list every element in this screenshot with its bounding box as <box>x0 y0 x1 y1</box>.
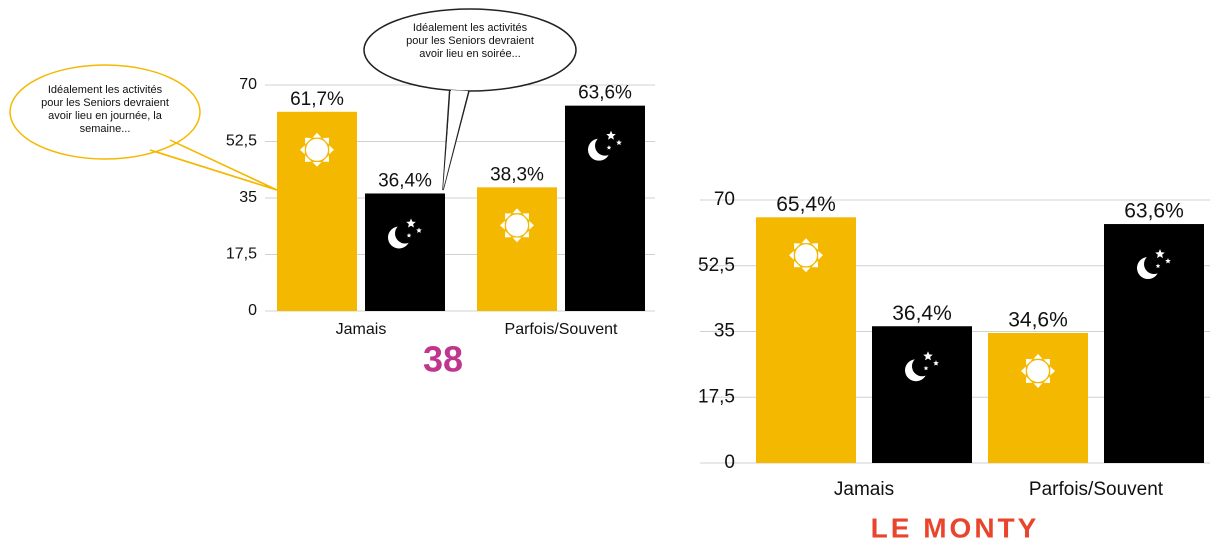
y-tick-label: 52,5 <box>226 133 257 150</box>
sun-ray <box>500 220 505 230</box>
moon-cut <box>395 223 415 244</box>
sun-icon <box>1027 360 1049 383</box>
sun-ray <box>1033 383 1043 389</box>
value-label: 36,4% <box>892 302 952 325</box>
sun-ray <box>512 208 522 214</box>
value-label: 38,3% <box>490 164 544 185</box>
sun-ray <box>304 155 312 162</box>
logo: LE MONTY <box>871 512 1040 543</box>
logo: 38 <box>423 339 463 380</box>
bar <box>365 193 445 311</box>
sun-ray <box>504 213 512 220</box>
sun-ray <box>504 230 512 238</box>
star <box>416 227 422 233</box>
star <box>606 145 612 150</box>
bubble-tail <box>443 90 468 190</box>
sun-ray <box>512 237 522 243</box>
sun-ray <box>1033 354 1043 359</box>
sun-ray <box>312 132 322 138</box>
value-label: 61,7% <box>290 89 344 110</box>
sun-ray <box>793 243 801 250</box>
bubble <box>363 8 577 92</box>
sun-ray <box>1021 366 1026 376</box>
y-tick-label: 17,5 <box>226 246 257 263</box>
star <box>1155 263 1161 269</box>
sun-ray <box>811 260 819 268</box>
bar <box>477 187 557 311</box>
y-tick-label: 70 <box>714 189 735 210</box>
y-tick-label: 52,5 <box>698 255 735 276</box>
annotation: Idéalement les activités <box>413 22 528 34</box>
sun-ray <box>811 243 819 250</box>
sun-ray <box>522 213 530 220</box>
bubble-tail <box>149 139 278 191</box>
sun-ray <box>801 267 811 273</box>
annotation: pour les Seniors devraient <box>406 35 534 47</box>
star <box>923 351 933 361</box>
value-label: 63,6% <box>578 83 632 104</box>
value-label: 63,6% <box>1124 200 1184 223</box>
star <box>1155 249 1165 259</box>
sun-ray <box>312 162 322 167</box>
y-tick-label: 70 <box>239 76 257 93</box>
star <box>933 360 939 366</box>
star <box>923 365 929 371</box>
y-tick-label: 0 <box>724 452 735 473</box>
sun-icon <box>506 214 528 237</box>
chart-right: 0 17,5 35 52,5 70 Jamais Parfois/Souvent 65,4% 3… <box>698 189 1210 500</box>
y-tick-label: 35 <box>714 321 735 342</box>
sun-ray <box>1025 376 1033 384</box>
sun-icon <box>795 244 817 267</box>
sun-ray <box>818 250 823 260</box>
y-tick-label: 17,5 <box>698 386 735 407</box>
x-tick-label: Jamais <box>834 479 894 500</box>
value-label: 34,6% <box>1008 309 1068 332</box>
annotation: pour les Seniors devraient <box>41 97 169 109</box>
value-label: 36,4% <box>378 170 432 191</box>
sun-ray <box>522 230 530 238</box>
annotation: Idéalement les activités <box>48 84 163 96</box>
sun-ray <box>300 145 305 155</box>
moon-cut <box>1144 254 1164 275</box>
sun-icon <box>306 138 328 161</box>
star <box>406 232 412 238</box>
annotation: avoir lieu en soirée... <box>419 48 521 60</box>
sun-ray <box>529 220 534 230</box>
star <box>1165 258 1171 264</box>
star <box>606 130 616 140</box>
sun-ray <box>329 145 334 155</box>
sun-ray <box>789 250 794 260</box>
x-tick-label: Parfois/Souvent <box>505 321 619 338</box>
value-label: 65,4% <box>776 193 836 216</box>
sun-ray <box>793 260 801 268</box>
sun-ray <box>1050 366 1055 376</box>
sun-ray <box>1043 358 1051 366</box>
sun-ray <box>322 155 330 162</box>
moon-cut <box>912 356 932 377</box>
sun-ray <box>1043 376 1051 384</box>
bar <box>872 326 972 463</box>
star <box>406 218 416 228</box>
star <box>616 139 622 146</box>
x-tick-label: Jamais <box>336 321 387 338</box>
y-tick-label: 35 <box>239 189 257 206</box>
sun-ray <box>801 238 811 244</box>
y-tick-label: 0 <box>248 302 257 319</box>
annotation: avoir lieu en journée, la <box>48 110 163 122</box>
annotation: semaine... <box>80 123 131 135</box>
sun-ray <box>304 137 312 145</box>
sun-ray <box>1025 358 1033 366</box>
chart-left: 0 17,5 35 52,5 70 Jamais Parfois/Souvent 61,7% 3… <box>226 76 655 338</box>
x-tick-label: Parfois/Souvent <box>1029 479 1164 500</box>
bubble <box>9 64 201 160</box>
sun-ray <box>322 137 330 145</box>
bar <box>988 333 1088 463</box>
moon-cut <box>595 135 615 156</box>
